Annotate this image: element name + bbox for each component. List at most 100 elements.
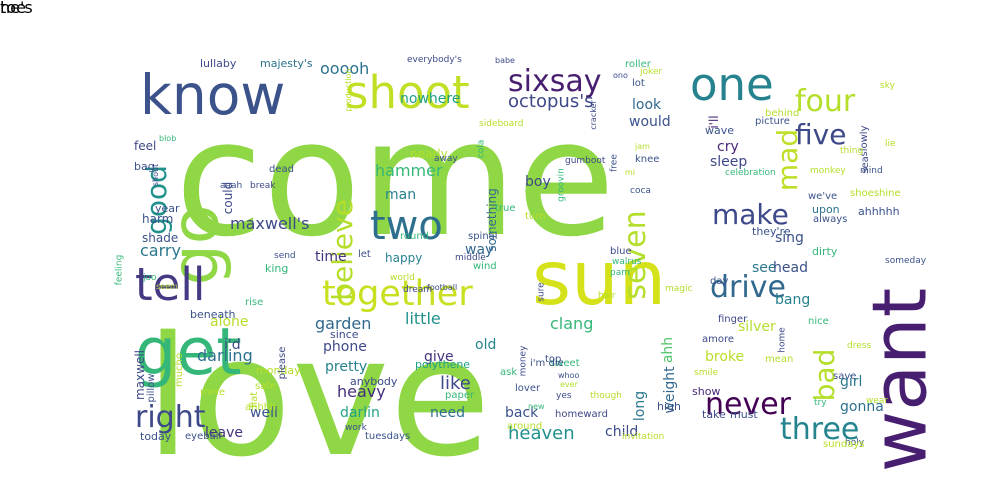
word: majesty's [260,56,313,70]
word: thing [840,146,864,157]
word: knee [635,153,660,165]
word: middle [455,253,486,264]
word: always [813,213,848,225]
word: three [780,411,860,447]
word: right [135,399,206,435]
word: celebration [725,168,776,179]
word: king [265,261,289,275]
word: production [344,68,353,112]
word: pillow [146,373,157,403]
word: shade [142,230,179,245]
word: lover [515,382,541,394]
word: send [274,251,296,262]
word: back [505,405,539,422]
word: babe [495,56,515,66]
word: we've [808,190,838,202]
word: something [485,188,499,252]
word: whoo [558,371,580,381]
word: monkey [810,166,846,177]
word: amore [702,333,735,345]
word: pretty [325,359,368,376]
word: try [814,398,827,409]
word: happy [385,250,423,265]
word: man [385,187,417,204]
word: wave [705,123,735,137]
word: sure [536,282,547,302]
word: want [855,287,944,473]
word: alone [210,314,249,331]
word: sundays [823,438,865,450]
word: tuesdays [365,430,411,442]
word: must [730,407,758,421]
word: look [632,97,662,114]
word: nearly [410,146,448,161]
word: hammer [375,161,443,181]
word: sing [775,230,804,247]
word: polythene [415,357,471,371]
word: darling [197,346,253,366]
word: dress [847,341,872,352]
word: know [140,63,286,128]
word: yes [556,391,572,402]
word: show [692,384,721,398]
word: mucho [174,352,185,388]
word: since [330,327,359,341]
word: boy [525,174,551,191]
word: broke [705,349,745,366]
word: eyeball [185,430,222,442]
word: clang [550,314,594,334]
word: dirty [812,244,838,258]
word: away [434,154,458,165]
word: round [400,230,430,242]
word: heaven [508,422,575,444]
word: top [545,353,562,365]
word: two [370,203,443,249]
word: need [430,405,465,422]
word: leave [205,425,243,442]
word: ahhhh [245,401,277,413]
word: picture [755,115,790,127]
word: though [590,391,622,402]
word: hair [598,291,616,302]
word: time [315,249,347,266]
word: coca [630,186,651,197]
word: cola [476,139,487,159]
word: maxwell [133,349,147,401]
word: work [345,423,367,434]
word: five [795,118,847,152]
word: mine [200,386,226,398]
word: sun [532,234,667,323]
word: true [495,202,516,214]
word: gonna [840,399,884,416]
word: day [710,275,729,287]
word: girl [840,374,863,391]
word: invitation [622,432,665,443]
word: smile [694,368,718,379]
word: old [475,337,497,354]
word: everybody's [407,55,462,66]
word: today [140,429,172,443]
word: paper [445,389,475,401]
word: he's [0,0,33,17]
word: around [507,420,543,432]
word: gumboot [565,156,606,167]
word: joo [143,273,157,284]
word: shoot [345,65,470,119]
word: monday [256,363,301,377]
word: never [705,386,792,422]
word: child [605,424,639,441]
word: feeling [114,254,125,286]
word: maxwell's [230,214,310,234]
word: ask [500,366,518,378]
word: let [358,248,371,260]
word: sleep [710,154,748,171]
word: love [145,300,491,493]
word: octopus's [508,90,594,112]
word: cry [717,139,739,156]
word: feel [134,138,157,153]
word: mi [625,168,636,178]
word: free [609,154,620,172]
word: phone [323,339,367,356]
word: blue [610,245,632,257]
word: sideboard [479,119,524,130]
